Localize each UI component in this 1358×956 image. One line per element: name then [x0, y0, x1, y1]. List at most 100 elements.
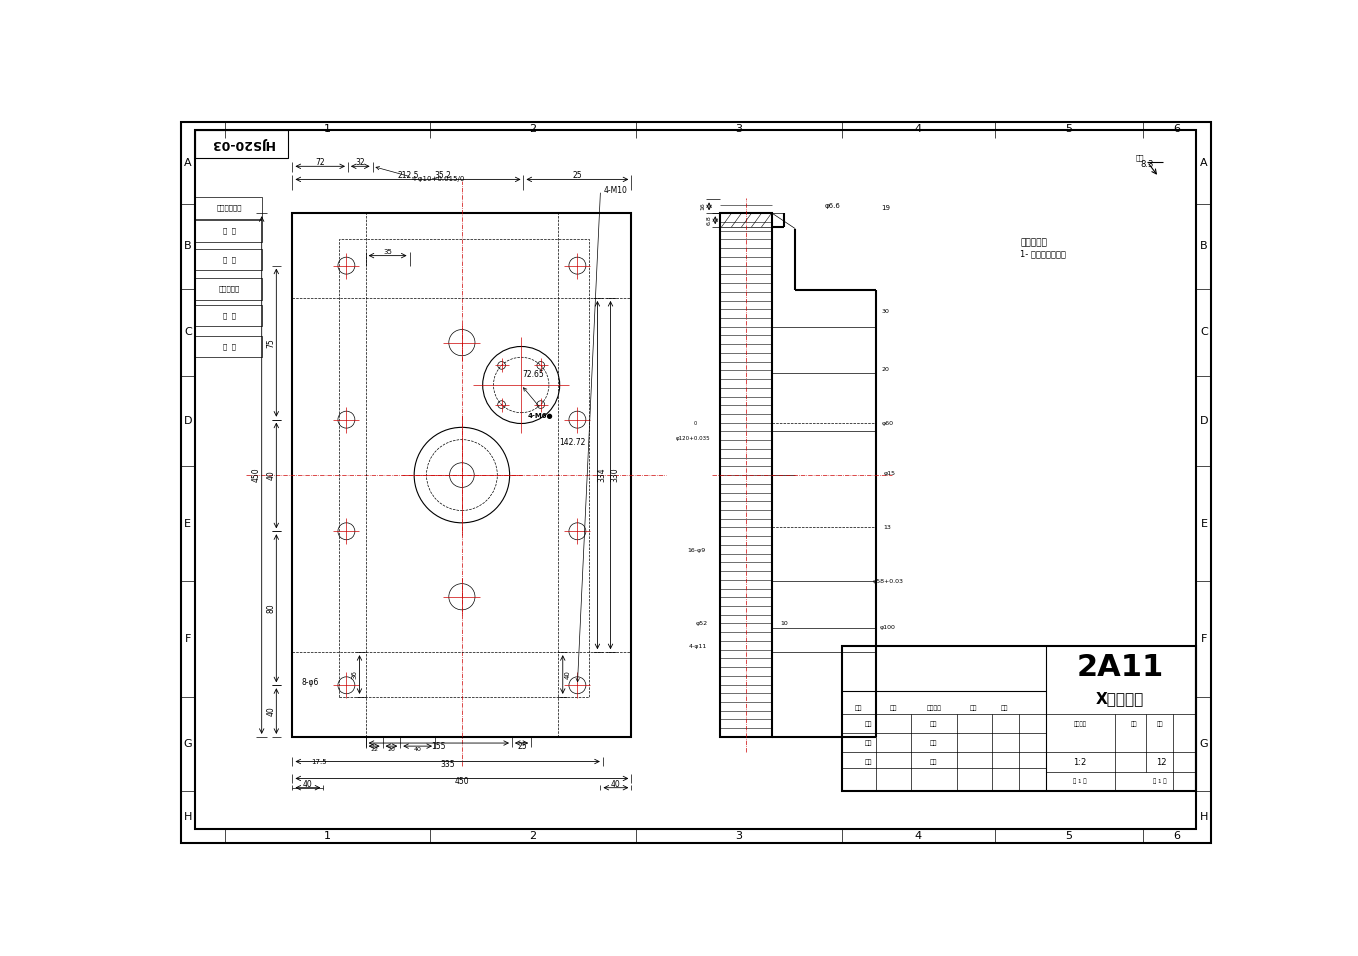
Text: 40: 40 [414, 747, 422, 751]
Text: 330: 330 [611, 467, 619, 483]
Text: 2: 2 [530, 831, 536, 841]
Text: 8.3: 8.3 [1141, 160, 1154, 168]
Text: F: F [1200, 634, 1207, 644]
Text: B: B [1200, 242, 1209, 251]
Bar [196, 336, 262, 358]
Text: 6: 6 [1173, 124, 1180, 135]
Text: 4: 4 [914, 124, 922, 135]
Text: 35.2: 35.2 [435, 171, 451, 180]
Text: 40: 40 [565, 670, 572, 679]
Text: 6.8: 6.8 [706, 215, 712, 225]
Text: 25: 25 [573, 171, 583, 180]
Text: 签名: 签名 [970, 706, 978, 711]
Text: A: A [183, 159, 191, 168]
Text: 80: 80 [266, 603, 276, 613]
Text: H: H [1200, 812, 1209, 822]
Text: A: A [1200, 159, 1209, 168]
Text: φ58+0.03: φ58+0.03 [872, 578, 903, 584]
Text: 3: 3 [735, 831, 743, 841]
Text: 工艺: 工艺 [865, 759, 872, 765]
Text: 20: 20 [881, 367, 889, 372]
Text: 16-φ9: 16-φ9 [687, 548, 706, 553]
Text: 155: 155 [432, 742, 445, 750]
Bar [196, 278, 262, 299]
Text: 32: 32 [356, 158, 365, 167]
Bar [292, 213, 631, 737]
Text: 335: 335 [441, 760, 455, 769]
Text: 2: 2 [530, 124, 536, 135]
Text: φ60: φ60 [881, 421, 894, 426]
Text: 40: 40 [266, 470, 276, 480]
Text: 更改标记: 更改标记 [926, 706, 941, 711]
Text: HJS20-03: HJS20-03 [209, 138, 274, 150]
Text: 72: 72 [315, 158, 325, 167]
Text: C: C [183, 327, 191, 337]
Text: 第 1 页: 第 1 页 [1153, 779, 1167, 784]
Bar [720, 213, 773, 228]
Text: 20: 20 [388, 747, 395, 751]
Text: 3: 3 [735, 124, 743, 135]
Text: 量  图: 量 图 [223, 228, 236, 234]
Text: 450: 450 [251, 467, 261, 483]
Text: E: E [185, 518, 191, 529]
Text: 6: 6 [1173, 831, 1180, 841]
Text: 19: 19 [881, 205, 889, 211]
Text: 签  字: 签 字 [223, 313, 236, 319]
Text: 13: 13 [884, 525, 892, 530]
Text: 重量单位: 重量单位 [1074, 721, 1086, 727]
Text: φ6.6: φ6.6 [824, 203, 841, 208]
Text: 1: 1 [325, 124, 331, 135]
Text: φ120+0.035: φ120+0.035 [675, 436, 710, 442]
Text: 72.65: 72.65 [523, 371, 545, 380]
Text: E: E [1200, 518, 1207, 529]
Text: 数量: 数量 [889, 706, 896, 711]
Text: H: H [183, 812, 191, 822]
Text: 比例: 比例 [1156, 721, 1162, 727]
Text: 技术要求：: 技术要求： [1020, 238, 1047, 247]
Text: 75: 75 [266, 337, 276, 348]
Text: 2A11: 2A11 [1077, 653, 1164, 682]
Text: 日  期: 日 期 [223, 343, 236, 350]
Text: 36: 36 [352, 670, 357, 679]
Text: 16: 16 [701, 203, 705, 210]
Bar [196, 305, 262, 326]
Text: 标准: 标准 [865, 740, 872, 746]
Text: 5: 5 [1066, 831, 1073, 841]
Text: 30: 30 [881, 310, 889, 315]
Text: 8-φ6: 8-φ6 [301, 679, 319, 687]
Bar [720, 213, 773, 737]
Text: D: D [1200, 416, 1209, 425]
Text: 40: 40 [611, 780, 621, 789]
Text: F: F [185, 634, 191, 644]
Text: 处  量: 处 量 [223, 256, 236, 263]
Text: 重量: 重量 [1131, 721, 1138, 727]
Text: 1:2: 1:2 [1074, 758, 1086, 767]
Text: 0: 0 [694, 421, 697, 426]
Text: 10: 10 [779, 621, 788, 626]
Text: 1: 1 [325, 831, 331, 841]
Text: 334: 334 [598, 467, 607, 483]
Text: 审核: 审核 [930, 721, 937, 727]
Text: 40: 40 [266, 706, 276, 716]
Text: 4-φ10+0.015/0: 4-φ10+0.015/0 [411, 177, 466, 183]
Text: G: G [1200, 739, 1209, 749]
Text: 普通用件登记: 普通用件登记 [217, 205, 242, 211]
Text: G: G [183, 739, 191, 749]
Text: 批准: 批准 [930, 740, 937, 746]
Text: 450: 450 [455, 777, 470, 786]
Text: φ52: φ52 [695, 621, 708, 626]
Text: φ15: φ15 [884, 471, 896, 476]
Text: 设计: 设计 [865, 721, 872, 727]
Text: 25: 25 [517, 742, 527, 750]
Text: X轴安装板: X轴安装板 [1096, 691, 1145, 706]
Text: 4: 4 [914, 831, 922, 841]
Text: 142.72: 142.72 [559, 438, 585, 447]
Text: C: C [1200, 327, 1209, 337]
Text: 4-M6●: 4-M6● [528, 413, 553, 419]
Text: 17.5: 17.5 [311, 758, 327, 765]
Bar [196, 249, 262, 271]
Text: 5: 5 [1066, 124, 1073, 135]
Text: 35: 35 [383, 249, 392, 255]
Bar [196, 130, 288, 158]
Text: 第 1 页: 第 1 页 [1073, 779, 1086, 784]
